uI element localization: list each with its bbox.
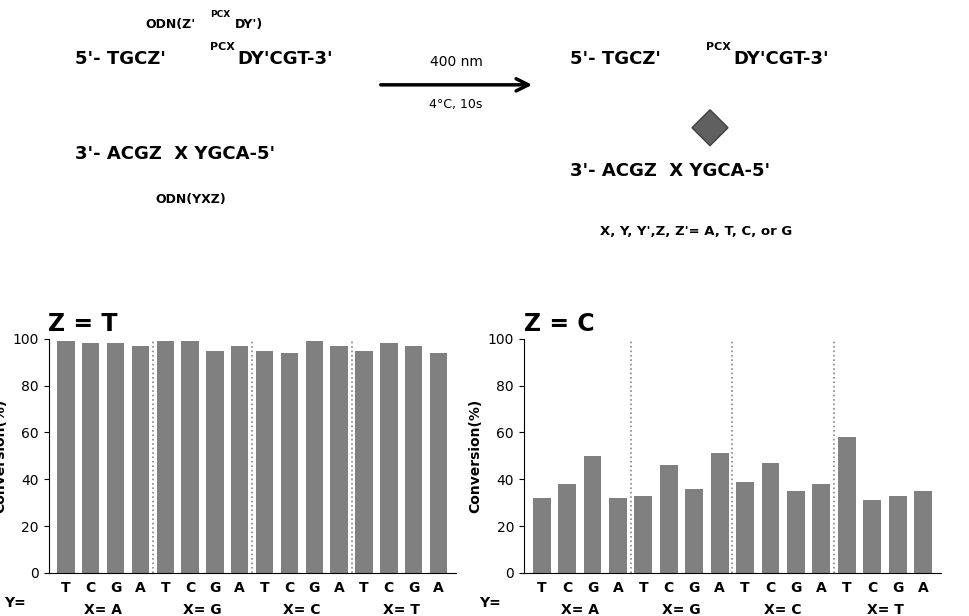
Bar: [609, 498, 626, 573]
Text: Z = T: Z = T: [48, 312, 118, 336]
Bar: [888, 496, 906, 573]
Text: X= T: X= T: [383, 603, 420, 616]
Text: PCX: PCX: [209, 42, 234, 52]
Text: DY'CGT-3': DY'CGT-3': [733, 50, 828, 68]
Bar: [684, 488, 703, 573]
Text: Z = C: Z = C: [523, 312, 594, 336]
Bar: [532, 498, 550, 573]
Bar: [710, 453, 728, 573]
Text: X= T: X= T: [865, 603, 902, 616]
Bar: [634, 496, 651, 573]
Text: DY'): DY'): [234, 18, 263, 31]
Text: X= A: X= A: [84, 603, 122, 616]
Text: Y=: Y=: [4, 596, 26, 610]
Bar: [557, 484, 576, 573]
Text: 3'- ACGZ  X YGCA-5': 3'- ACGZ X YGCA-5': [75, 145, 275, 163]
Bar: [280, 353, 297, 573]
Y-axis label: Conversion(%): Conversion(%): [468, 399, 482, 513]
Bar: [659, 465, 677, 573]
Bar: [57, 341, 75, 573]
Text: X= A: X= A: [560, 603, 598, 616]
Text: 3'- ACGZ  X YGCA-5': 3'- ACGZ X YGCA-5': [570, 161, 769, 180]
Bar: [862, 500, 880, 573]
Text: X= C: X= C: [283, 603, 321, 616]
Bar: [735, 482, 753, 573]
Bar: [256, 351, 273, 573]
Text: X= C: X= C: [764, 603, 801, 616]
Bar: [913, 491, 931, 573]
Bar: [786, 491, 804, 573]
Text: PCX: PCX: [209, 10, 230, 19]
Text: DY'CGT-3': DY'CGT-3': [236, 50, 332, 68]
Bar: [181, 341, 199, 573]
Text: ODN(YXZ): ODN(YXZ): [155, 193, 226, 206]
Text: PCX: PCX: [705, 42, 730, 52]
Text: 5'- TGCZ': 5'- TGCZ': [570, 50, 660, 68]
Bar: [355, 351, 372, 573]
Text: 4°C, 10s: 4°C, 10s: [429, 98, 483, 111]
Bar: [380, 344, 397, 573]
Bar: [761, 463, 779, 573]
Text: 400 nm: 400 nm: [429, 55, 482, 69]
Text: X= G: X= G: [662, 603, 700, 616]
Bar: [429, 353, 447, 573]
Bar: [132, 346, 149, 573]
Bar: [231, 346, 248, 573]
Text: X, Y, Y',Z, Z'= A, T, C, or G: X, Y, Y',Z, Z'= A, T, C, or G: [600, 225, 792, 238]
Bar: [405, 346, 422, 573]
Polygon shape: [691, 110, 728, 146]
Bar: [812, 484, 829, 573]
Bar: [305, 341, 323, 573]
Text: Y=: Y=: [479, 596, 500, 610]
Text: 5'- TGCZ': 5'- TGCZ': [75, 50, 166, 68]
Text: X= G: X= G: [183, 603, 222, 616]
Bar: [82, 344, 99, 573]
Bar: [330, 346, 348, 573]
Text: ODN(Z': ODN(Z': [144, 18, 195, 31]
Bar: [837, 437, 855, 573]
Bar: [206, 351, 224, 573]
Bar: [583, 456, 601, 573]
Bar: [107, 344, 124, 573]
Bar: [156, 341, 173, 573]
Y-axis label: Conversion(%): Conversion(%): [0, 399, 7, 513]
